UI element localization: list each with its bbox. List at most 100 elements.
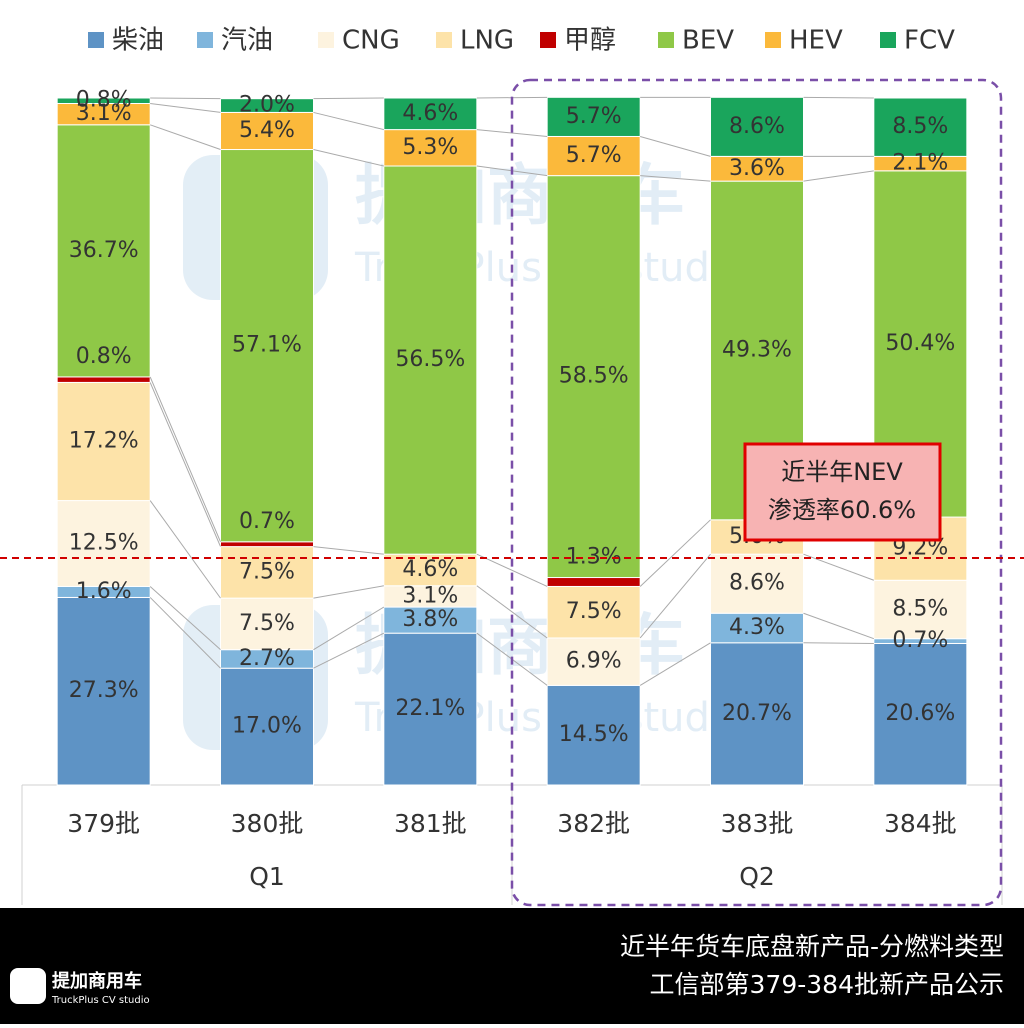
x-tick-label: 382批 [557,809,630,838]
value-label: 12.5% [69,531,139,556]
connector [149,376,221,542]
value-label: 27.3% [69,678,139,703]
connector [476,129,548,137]
value-label: 0.7% [239,509,295,534]
connector [149,500,221,599]
value-label: 49.3% [722,337,792,362]
group-label: Q1 [249,862,285,891]
connector [639,553,711,639]
bar-segment [220,541,314,548]
value-label: 7.5% [566,599,622,624]
legend-label: 柴油 [112,26,164,56]
bar-segment [383,632,478,786]
annotation-box [743,442,942,542]
bar-segment [383,97,478,131]
value-label: 8.5% [892,114,948,139]
connector [640,175,711,182]
legend-swatch [88,32,104,48]
bar-segment [56,97,151,104]
footer-subtitle: 工信部第379-384批新产品公示 [650,970,1004,999]
bar-segment [710,553,804,614]
x-tick-label: 383批 [721,809,794,838]
connector [803,642,874,644]
value-label: 17.2% [69,429,139,454]
value-label: 0.8% [76,88,132,113]
x-tick-label: 381批 [394,809,467,838]
value-label: 22.1% [395,696,465,721]
legend-swatch [436,32,452,48]
value-label: 4.6% [402,101,458,126]
value-label: 6.9% [566,649,622,674]
connector [803,170,874,182]
value-label: 14.5% [559,722,629,747]
value-label: 7.5% [239,559,295,584]
legend-label: 汽油 [221,26,273,56]
legend-swatch [658,32,674,48]
legend-swatch [318,32,334,48]
bar-segment [383,553,478,587]
group-label: Q2 [739,862,775,891]
connector [313,111,384,131]
value-label: 1.6% [76,579,132,604]
connector [150,124,221,150]
connector [313,606,385,651]
connector [639,642,711,686]
value-label: 57.1% [232,333,302,358]
logo-icon [10,968,46,1004]
bar-segment [873,642,968,786]
value-label: 5.4% [239,118,295,143]
x-tick-label: 379批 [67,809,140,838]
bar-segment [546,577,641,587]
connector [313,585,384,599]
legend-label: CNG [342,26,400,56]
connector [803,96,874,99]
annotation-text: 渗透率60.6% [768,496,916,524]
connector [476,585,548,639]
connector [476,553,548,587]
bar-segment [546,96,641,137]
legend-swatch [197,32,213,48]
legend-swatch [540,32,556,48]
value-label: 3.8% [402,607,458,632]
legend-swatch [765,32,781,48]
connector [150,102,221,113]
value-label: 4.6% [402,557,458,582]
bar-segment [220,149,314,543]
connector [639,519,711,587]
bar-segment [546,585,641,639]
connector [149,586,221,651]
legend-swatch [880,32,896,48]
bar-segment [220,546,314,599]
value-label: 0.8% [76,344,132,369]
value-label: 20.7% [722,701,792,726]
legend-label: LNG [460,26,514,56]
connector [313,97,384,100]
connector [149,382,221,547]
value-label: 2.7% [239,646,295,671]
bar-segment [220,597,314,651]
annotation-text: 近半年NEV [781,458,903,486]
bar-segment [383,129,478,167]
x-tick-label: 380批 [231,809,304,838]
connector [803,553,875,581]
value-label: 8.6% [729,571,785,596]
value-label: 3.6% [729,156,785,181]
connector [313,149,384,167]
value-label: 2.1% [892,151,948,176]
value-label: 7.5% [239,611,295,636]
value-label: 8.6% [729,114,785,139]
bar-segment [383,165,478,555]
connector [640,135,711,157]
legend-label: HEV [789,26,843,56]
value-label: 17.0% [232,714,302,739]
connector [150,97,221,100]
value-label: 3.1% [402,583,458,608]
value-label: 8.5% [892,596,948,621]
value-label: 58.5% [559,364,629,389]
bar-segment [710,612,804,644]
bar-segment [710,155,804,182]
bar-segment [710,96,804,157]
bar-segment [873,579,968,640]
bar-segment [546,135,641,177]
footer-title: 近半年货车底盘新产品-分燃料类型 [620,932,1004,961]
